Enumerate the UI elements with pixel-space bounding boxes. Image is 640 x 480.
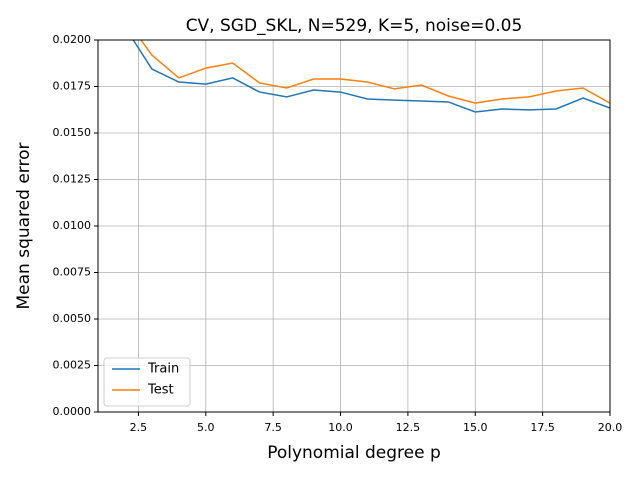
x-tick-label: 7.5 [264,421,282,434]
x-tick-label: 15.0 [463,421,488,434]
y-tick-label: 0.0100 [53,219,92,232]
y-tick-label: 0.0125 [53,173,92,186]
chart-title: CV, SGD_SKL, N=529, K=5, noise=0.05 [186,16,523,36]
legend-box [103,357,191,407]
x-tick-label: 20.0 [598,421,623,434]
x-tick-label: 2.5 [130,421,148,434]
legend-label: Test [147,383,174,398]
y-tick-label: 0.0175 [53,80,92,93]
y-tick-label: 0.0050 [53,312,92,325]
x-axis-label: Polynomial degree p [267,443,441,463]
x-tick-label: 12.5 [396,421,421,434]
plot-lines [132,40,610,113]
x-tick-label: 5.0 [197,421,215,434]
y-tick-label: 0.0150 [53,126,92,139]
y-axis-label: Mean squared error [14,143,34,310]
y-tick-label: 0.0000 [53,405,92,418]
x-tick-label: 17.5 [530,421,555,434]
series-line [140,40,610,104]
y-tick-label: 0.0200 [53,33,92,46]
series-line [132,40,610,113]
y-tick-label: 0.0075 [53,266,92,279]
legend-label: Train [147,362,179,377]
y-tick-label: 0.0025 [53,359,92,372]
x-tick-label: 10.0 [328,421,353,434]
